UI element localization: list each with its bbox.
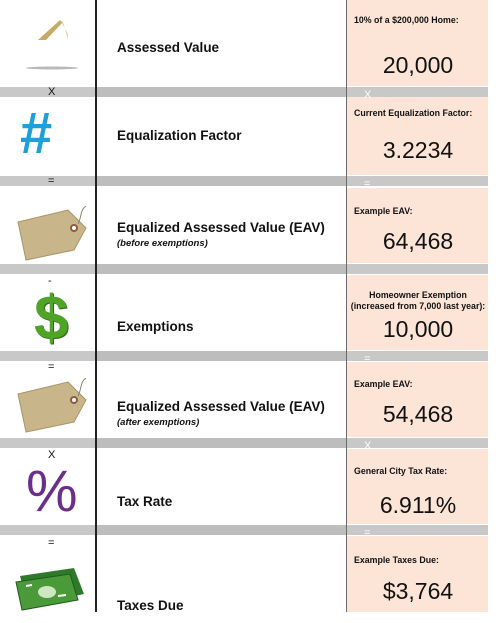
operator-left: = (48, 537, 55, 549)
value-caption: Example EAV: (354, 379, 413, 389)
value-panel (347, 97, 488, 175)
value-caption: Homeowner Exemption (increased from 7,00… (350, 290, 486, 311)
value-panel (347, 362, 488, 437)
value-panel (347, 449, 488, 524)
row-label: Taxes Due (117, 598, 184, 613)
row-label: Equalized Assessed Value (EAV) (117, 399, 325, 414)
value-panel (347, 275, 488, 350)
value-caption: Example Taxes Due: (354, 555, 439, 565)
separator-bar (0, 438, 488, 448)
row-label: Exemptions (117, 319, 194, 334)
house-roof-icon (26, 20, 78, 70)
value-panel (347, 536, 488, 612)
separator-bar (0, 87, 488, 97)
operator-right: X (364, 89, 372, 101)
operator-left: = (48, 361, 55, 373)
separator-bar (0, 525, 488, 535)
separator-bar (0, 351, 488, 361)
row-label: Equalization Factor (117, 128, 242, 143)
value-number: 20,000 (382, 52, 454, 78)
value-caption: Current Equalization Factor: (354, 108, 473, 118)
price-tag-icon (17, 378, 87, 433)
operator-right: = (364, 527, 371, 539)
money-stack-icon (15, 568, 84, 611)
operator-left: X (48, 86, 56, 98)
operator-left: = (48, 175, 55, 187)
value-panel (347, 188, 488, 263)
operator-right: = (364, 353, 371, 365)
operator-right: = (364, 178, 371, 190)
value-number: $3,764 (382, 578, 454, 604)
dollar-sign-icon: $ (34, 284, 69, 353)
value-panel (347, 0, 488, 86)
operator-right: X (364, 440, 372, 452)
row-sublabel: (before exemptions) (117, 238, 208, 249)
price-tag-icon (17, 206, 87, 261)
value-number: 64,468 (382, 228, 454, 254)
operator-left: X (48, 449, 56, 461)
row-label: Tax Rate (117, 494, 173, 509)
value-number: 6.911% (379, 492, 457, 518)
row-label: Equalized Assessed Value (EAV) (117, 220, 325, 235)
column-divider-right (346, 0, 347, 612)
value-number: 3.2234 (382, 137, 454, 163)
value-number: 10,000 (382, 316, 454, 342)
operator-left: - (48, 275, 52, 287)
hash-icon: # (20, 101, 53, 166)
percent-icon: % (26, 459, 78, 524)
value-caption: General City Tax Rate: (354, 466, 448, 476)
value-caption: Example EAV: (354, 206, 413, 216)
separator-bar (0, 176, 488, 186)
separator-bar (0, 264, 488, 274)
column-divider-left (95, 0, 97, 612)
row-sublabel: (after exemptions) (117, 417, 200, 428)
row-label: Assessed Value (117, 40, 220, 55)
value-caption: 10% of a $200,000 Home: (354, 15, 459, 25)
value-number: 54,468 (382, 401, 454, 427)
